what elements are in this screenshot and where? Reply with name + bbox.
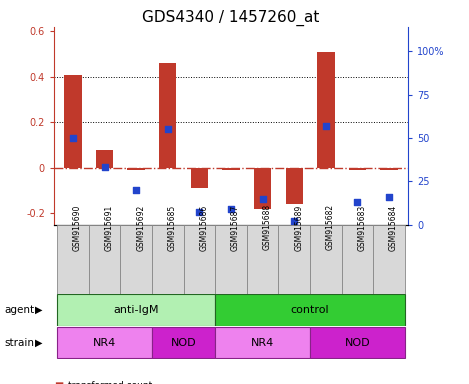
Text: control: control (291, 305, 329, 315)
Point (259, 195, 266, 202)
Bar (380, 168, 398, 170)
Text: agent: agent (5, 305, 35, 315)
Text: GSM915682: GSM915682 (326, 204, 335, 250)
Text: GSM915691: GSM915691 (105, 204, 113, 250)
Text: NR4: NR4 (251, 338, 274, 348)
Text: strain: strain (5, 338, 35, 348)
FancyBboxPatch shape (152, 327, 215, 358)
Text: anti-IgM: anti-IgM (113, 305, 159, 315)
FancyBboxPatch shape (215, 327, 310, 358)
FancyBboxPatch shape (183, 225, 215, 294)
FancyBboxPatch shape (341, 225, 373, 294)
FancyBboxPatch shape (152, 225, 183, 294)
Point (386, 194, 393, 200)
Text: GSM915690: GSM915690 (73, 204, 82, 251)
Point (322, 123, 330, 129)
Text: NR4: NR4 (93, 338, 116, 348)
Bar (128, 168, 145, 170)
Point (196, 209, 203, 215)
Bar (191, 168, 208, 188)
Text: ■: ■ (54, 381, 63, 384)
Text: GSM915683: GSM915683 (357, 204, 366, 250)
FancyBboxPatch shape (57, 225, 89, 294)
Text: ▶: ▶ (35, 338, 43, 348)
Text: ▶: ▶ (35, 305, 43, 315)
Text: GSM915687: GSM915687 (231, 204, 240, 250)
Text: transformed count: transformed count (68, 381, 152, 384)
FancyBboxPatch shape (89, 225, 121, 294)
Bar (64, 74, 82, 168)
Point (290, 218, 298, 224)
FancyBboxPatch shape (279, 225, 310, 294)
Point (354, 199, 361, 205)
Text: GSM915686: GSM915686 (199, 204, 208, 250)
Point (101, 164, 108, 170)
Bar (349, 168, 366, 170)
Text: GSM915685: GSM915685 (168, 204, 177, 250)
FancyBboxPatch shape (57, 295, 215, 326)
Point (164, 126, 172, 132)
Text: GSM915688: GSM915688 (263, 204, 272, 250)
Point (69, 135, 76, 141)
Text: NOD: NOD (345, 338, 370, 348)
Bar (317, 52, 334, 168)
Point (132, 187, 140, 193)
Bar (286, 168, 303, 204)
FancyBboxPatch shape (121, 225, 152, 294)
Text: GSM915684: GSM915684 (389, 204, 398, 250)
Title: GDS4340 / 1457260_at: GDS4340 / 1457260_at (142, 9, 320, 25)
FancyBboxPatch shape (215, 295, 405, 326)
FancyBboxPatch shape (373, 225, 405, 294)
Text: NOD: NOD (171, 338, 197, 348)
Point (227, 206, 234, 212)
FancyBboxPatch shape (310, 327, 405, 358)
FancyBboxPatch shape (57, 327, 152, 358)
Text: GSM915689: GSM915689 (294, 204, 303, 250)
Bar (222, 168, 240, 170)
Bar (96, 150, 113, 168)
FancyBboxPatch shape (310, 225, 341, 294)
Bar (159, 63, 176, 168)
FancyBboxPatch shape (215, 225, 247, 294)
Bar (254, 168, 271, 209)
Text: GSM915692: GSM915692 (136, 204, 145, 250)
FancyBboxPatch shape (247, 225, 279, 294)
